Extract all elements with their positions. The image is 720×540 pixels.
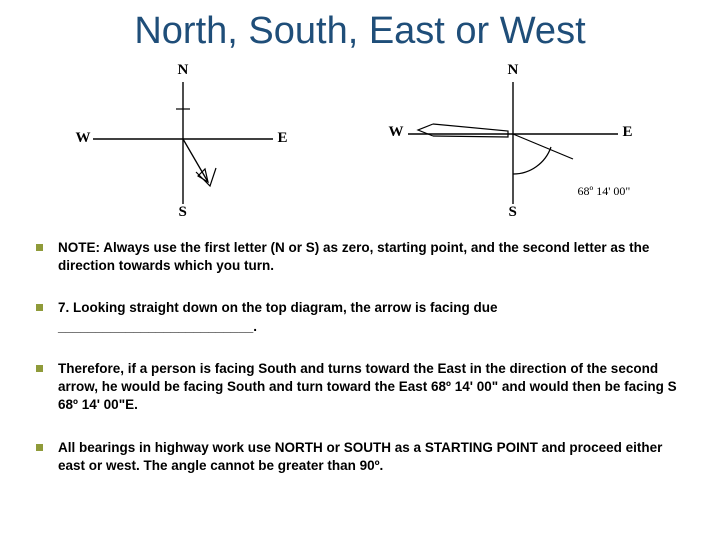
page-title: North, South, East or West [30,10,690,53]
compass-diagram-right: N S W E 68º 14' 00" [373,64,653,219]
bullet-item: Therefore, if a person is facing South a… [58,360,690,415]
label-e-right: E [623,124,633,141]
bullet-item: NOTE: Always use the first letter (N or … [58,239,690,275]
compass-diagram-left: N S W E [68,64,298,219]
label-s-right: S [509,204,517,221]
label-w-right: W [389,124,404,141]
bullet-item: 7. Looking straight down on the top diag… [58,299,690,335]
label-e-left: E [278,130,288,147]
label-n-left: N [178,62,189,79]
label-w-left: W [76,130,91,147]
bullet-list: NOTE: Always use the first letter (N or … [30,239,690,475]
label-s-left: S [179,204,187,221]
angle-label: 68º 14' 00" [578,184,631,199]
diagrams-row: N S W E N S W E 68º 14' 00" [30,61,690,221]
label-n-right: N [508,62,519,79]
bullet-item: All bearings in highway work use NORTH o… [58,439,690,475]
